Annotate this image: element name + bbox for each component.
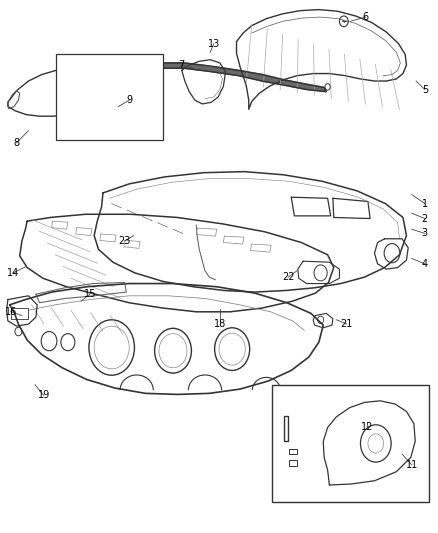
Text: 2: 2 <box>422 214 428 223</box>
Text: 7: 7 <box>179 60 185 70</box>
Text: 4: 4 <box>422 259 428 269</box>
Text: 8: 8 <box>14 138 20 148</box>
Text: 1: 1 <box>422 199 428 208</box>
Text: 18: 18 <box>214 319 226 329</box>
Bar <box>56 54 163 140</box>
Text: 9: 9 <box>126 95 132 105</box>
Text: 19: 19 <box>38 391 50 400</box>
Bar <box>289 449 297 454</box>
Circle shape <box>119 91 128 101</box>
Text: 16: 16 <box>5 307 17 317</box>
Bar <box>272 385 429 502</box>
Text: 22: 22 <box>282 272 294 282</box>
Text: 3: 3 <box>422 229 428 238</box>
Text: 23: 23 <box>119 236 131 246</box>
Bar <box>11 308 28 319</box>
Text: 12: 12 <box>361 423 373 432</box>
Bar <box>289 460 297 466</box>
Text: 11: 11 <box>406 460 418 470</box>
Bar <box>284 416 288 441</box>
Text: 6: 6 <box>363 12 369 22</box>
Text: 5: 5 <box>422 85 428 94</box>
Text: 14: 14 <box>7 268 19 278</box>
Text: 21: 21 <box>341 319 353 329</box>
Text: 15: 15 <box>84 289 96 299</box>
Text: 13: 13 <box>208 39 220 49</box>
Polygon shape <box>161 63 326 92</box>
